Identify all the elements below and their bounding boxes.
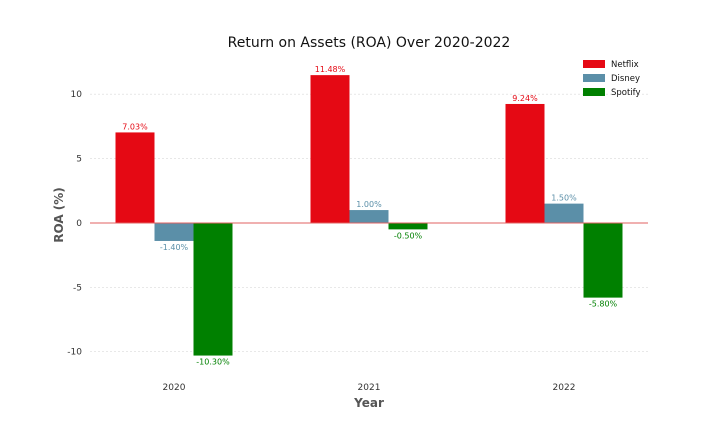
data-label: -1.40%: [160, 243, 189, 252]
legend-swatch-disney: [583, 74, 605, 82]
y-tick-label: 10: [71, 90, 83, 100]
y-tick-label: -10: [67, 348, 82, 358]
legend-swatch-netflix: [583, 60, 605, 68]
bar-spotify-2021: [388, 222, 428, 230]
data-label: -0.50%: [394, 231, 423, 240]
data-labels: 7.03% 11.48% 9.24% -1.40% 1.00% 1.50% -10.30% -…: [122, 65, 617, 366]
y-tick-label: -5: [73, 283, 82, 293]
data-label: 1.00%: [356, 200, 382, 209]
data-label: 7.03%: [122, 122, 148, 131]
data-label: -5.80%: [589, 300, 618, 309]
bar-spotify-2020: [193, 222, 233, 356]
bar-netflix-2020: [115, 132, 155, 223]
legend-label-netflix: Netflix: [611, 60, 639, 70]
bars-group: [90, 75, 648, 356]
y-tick-label: 0: [76, 219, 82, 229]
bar-disney-2020: [154, 222, 194, 241]
y-axis-title: ROA (%): [52, 187, 66, 243]
x-tick-label: 2020: [163, 383, 186, 393]
bar-spotify-2022: [583, 222, 623, 298]
y-axis-ticks: -10 -5 0 5 10: [67, 90, 82, 358]
bar-disney-2022: [544, 203, 584, 223]
legend: Netflix Disney Spotify: [583, 60, 641, 98]
chart-title: Return on Assets (ROA) Over 2020-2022: [228, 35, 511, 51]
data-label: 1.50%: [551, 194, 577, 203]
bar-netflix-2022: [505, 103, 545, 223]
data-label: 11.48%: [315, 65, 346, 74]
x-tick-label: 2022: [553, 383, 576, 393]
bar-netflix-2021: [310, 75, 350, 223]
bar-disney-2021: [349, 210, 389, 223]
data-label: 9.24%: [512, 94, 538, 103]
legend-label-spotify: Spotify: [611, 88, 641, 98]
legend-label-disney: Disney: [611, 74, 640, 84]
data-label: -10.30%: [196, 358, 230, 367]
legend-swatch-spotify: [583, 88, 605, 96]
x-axis-title: Year: [353, 396, 384, 410]
y-tick-label: 5: [76, 155, 82, 165]
x-axis-ticks: 2020 2021 2022: [163, 383, 576, 393]
x-tick-label: 2021: [358, 383, 381, 393]
